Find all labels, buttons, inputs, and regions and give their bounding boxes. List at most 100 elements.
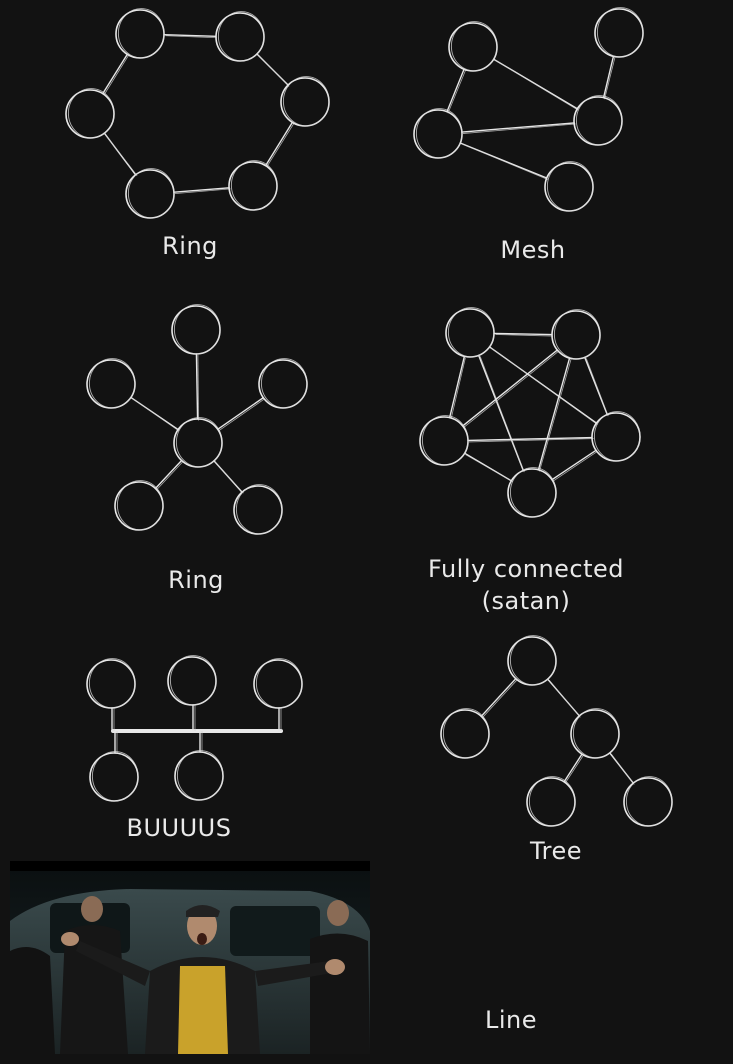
tree-group	[440, 635, 673, 827]
tree-node-sketch	[625, 776, 673, 827]
star-node-sketch	[88, 358, 136, 409]
bus-node-sketch	[255, 658, 303, 709]
ring-top-node-sketch	[117, 8, 165, 59]
star-edge-sketch	[132, 398, 180, 432]
star-edge	[154, 459, 183, 490]
star-node-sketch	[173, 304, 221, 355]
fully-connected-edge	[462, 349, 558, 427]
fully-connected-edge-sketch	[479, 356, 525, 473]
star-node-sketch	[235, 484, 283, 535]
tree-label: Tree	[529, 837, 583, 865]
embedded-photo	[10, 861, 370, 1054]
line-label: Line	[484, 1006, 538, 1034]
ring-top-edge	[264, 121, 294, 167]
fully-connected-label-line1: Fully connected	[427, 555, 625, 583]
bus-node-sketch	[91, 751, 139, 802]
star-group	[86, 304, 308, 535]
bus-node-sketch	[88, 658, 136, 709]
mesh-node-sketch	[546, 161, 594, 212]
ring-top-node-sketch	[217, 11, 265, 62]
mesh-edge-sketch	[461, 143, 548, 180]
ring-top-node-sketch	[230, 160, 278, 211]
fully-connected-edge-sketch	[463, 350, 560, 428]
mesh-edge	[446, 68, 465, 113]
fully-connected-edge-sketch	[465, 454, 514, 483]
star-node-sketch	[175, 417, 223, 468]
mesh-node-sketch	[596, 7, 644, 58]
fully-connected-edge-sketch	[450, 357, 466, 419]
tree-edge	[563, 753, 583, 783]
star-edge-sketch	[218, 398, 266, 432]
ring-top-node-sketch	[282, 76, 330, 127]
mesh-edge-sketch	[447, 70, 466, 114]
fully-connected-edge	[467, 436, 593, 442]
fully-connected-node-sketch	[593, 411, 641, 462]
ring-top-edge-sketch	[174, 188, 231, 195]
star-edge-sketch	[197, 354, 199, 421]
mesh-node-sketch	[415, 108, 463, 159]
tree-node-sketch	[442, 708, 490, 759]
mesh-label: Mesh	[500, 236, 566, 264]
fully-connected-node-sketch	[553, 309, 601, 360]
star-edge	[217, 396, 264, 431]
fully-connected-edge	[493, 332, 553, 336]
ring-top-label: Ring	[162, 232, 218, 260]
fully-connected-label-line2: (satan)	[481, 587, 571, 615]
ring-top-edge-sketch	[103, 55, 129, 95]
ring-top-edge	[173, 187, 230, 193]
fully-connected-node-sketch	[509, 467, 557, 518]
star-node-sketch	[116, 480, 164, 531]
bus-node-sketch	[176, 750, 224, 801]
bus-label: BUUUUS	[126, 814, 232, 842]
tree-edge-sketch	[548, 679, 581, 718]
ring-top-edge-sketch	[266, 123, 295, 168]
fully-connected-edge	[551, 449, 597, 481]
mesh-edge-sketch	[604, 57, 616, 100]
fully-connected-edge-sketch	[539, 359, 572, 472]
ring-top-edge	[163, 34, 217, 37]
star-edge-sketch	[156, 461, 183, 490]
tree-edge-sketch	[481, 679, 518, 719]
star-edge	[195, 353, 199, 420]
ring-top-edge-sketch	[165, 35, 218, 39]
fully-connected-label: Fully connected (satan)	[428, 553, 624, 617]
ring-top-edge	[102, 53, 128, 95]
tree-node-sketch	[509, 635, 557, 686]
fully-connected-edge-sketch	[468, 438, 594, 443]
ring-top-node-sketch	[127, 168, 175, 219]
mesh-edge-sketch	[494, 59, 579, 111]
fully-connected-edge	[477, 354, 525, 472]
fully-connected-node-sketch	[421, 415, 469, 466]
mesh-edge-sketch	[462, 123, 576, 134]
star-label: Ring	[168, 566, 224, 594]
fully-connected-edge-sketch	[552, 450, 598, 482]
mesh-edge	[602, 55, 615, 99]
mesh-node-sketch	[575, 95, 623, 146]
photo-icon	[10, 861, 370, 1054]
mesh-edge	[461, 122, 575, 133]
star-node-sketch	[260, 358, 308, 409]
tree-edge-sketch	[564, 754, 584, 784]
mesh-edge	[459, 142, 548, 179]
tree-node-sketch	[572, 708, 620, 759]
ring-top-node-sketch	[67, 88, 115, 139]
fully-connected-edge-sketch	[495, 334, 554, 337]
fully-connected-edge-sketch	[585, 358, 609, 417]
tree-edge-sketch	[610, 753, 635, 785]
ring-top-edge-sketch	[105, 134, 138, 177]
fully-connected-edge-sketch	[490, 347, 598, 425]
tree-edge	[480, 677, 517, 718]
topology-drawing	[65, 7, 673, 827]
mesh-group	[413, 7, 644, 212]
star-edge-sketch	[214, 462, 244, 494]
fully-connected-edge	[537, 357, 571, 471]
fully-connected-group	[419, 307, 641, 518]
fully-connected-edge	[448, 355, 466, 419]
ring-top-group	[65, 8, 330, 219]
ring-top-edge-sketch	[258, 54, 290, 87]
tree-node-sketch	[528, 776, 576, 827]
bus-group	[86, 655, 303, 802]
bus-node-sketch	[169, 655, 217, 706]
mesh-node-sketch	[450, 21, 498, 72]
